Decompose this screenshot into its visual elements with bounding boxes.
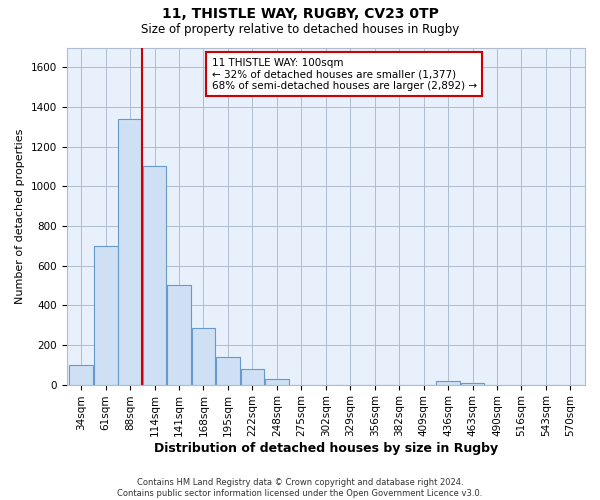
Bar [216,357,240,384]
Bar [118,119,142,384]
Bar [191,328,215,384]
Bar [94,246,118,384]
Bar [265,378,289,384]
Bar [241,368,264,384]
Bar [167,286,191,384]
X-axis label: Distribution of detached houses by size in Rugby: Distribution of detached houses by size … [154,442,498,455]
Bar [436,381,460,384]
Bar [70,365,93,384]
Text: 11 THISTLE WAY: 100sqm
← 32% of detached houses are smaller (1,377)
68% of semi-: 11 THISTLE WAY: 100sqm ← 32% of detached… [212,58,477,91]
Bar [143,166,166,384]
Text: 11, THISTLE WAY, RUGBY, CV23 0TP: 11, THISTLE WAY, RUGBY, CV23 0TP [161,8,439,22]
Text: Contains HM Land Registry data © Crown copyright and database right 2024.
Contai: Contains HM Land Registry data © Crown c… [118,478,482,498]
Text: Size of property relative to detached houses in Rugby: Size of property relative to detached ho… [141,22,459,36]
Bar [461,383,484,384]
Y-axis label: Number of detached properties: Number of detached properties [15,128,25,304]
